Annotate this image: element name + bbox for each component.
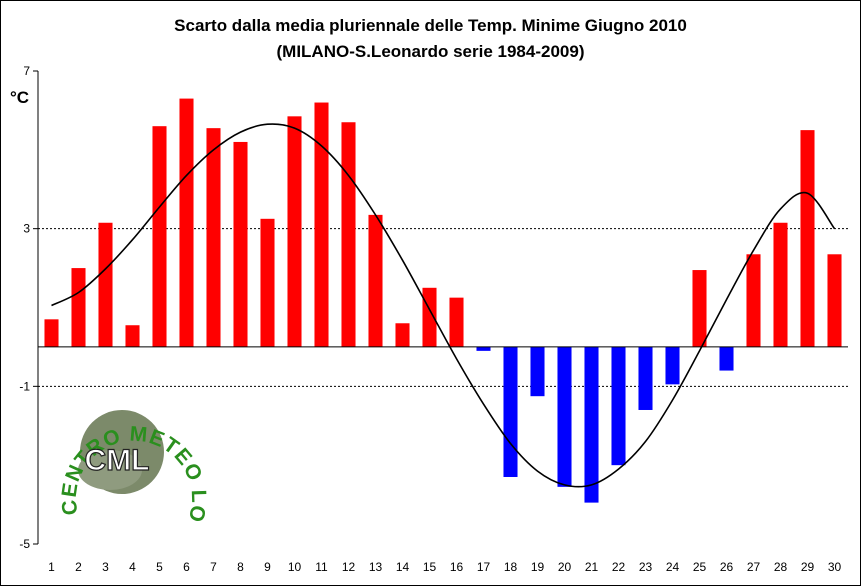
x-tick-label: 5 — [156, 560, 163, 574]
x-tick-label: 19 — [531, 560, 545, 574]
x-tick-label: 3 — [102, 560, 109, 574]
x-tick-label: 16 — [450, 560, 464, 574]
bar-day-29 — [800, 130, 815, 347]
x-tick-label: 11 — [315, 560, 328, 574]
x-tick-label: 24 — [666, 560, 680, 574]
gridlines — [38, 228, 848, 387]
bar-day-9 — [260, 218, 275, 347]
x-tick-label: 20 — [558, 560, 572, 574]
x-tick-label: 14 — [396, 560, 410, 574]
bar-day-13 — [368, 214, 383, 347]
bar-day-1 — [44, 319, 59, 347]
bar-day-6 — [179, 98, 194, 347]
bar-day-23 — [638, 346, 653, 410]
bar-day-3 — [98, 222, 113, 347]
logo-center-text: CML — [85, 444, 150, 477]
bar-day-10 — [287, 116, 302, 347]
bar-day-8 — [233, 141, 248, 347]
x-tick-label: 13 — [369, 560, 383, 574]
bar-day-5 — [152, 126, 167, 347]
x-tick-label: 18 — [504, 560, 518, 574]
bar-day-30 — [827, 254, 842, 347]
y-tick-label: -5 — [19, 537, 30, 551]
bar-day-7 — [206, 128, 221, 347]
x-tick-label: 12 — [342, 560, 356, 574]
bar-day-22 — [611, 346, 626, 466]
x-tick-label: 7 — [210, 560, 217, 574]
x-tick-label: 17 — [477, 560, 491, 574]
bar-day-12 — [341, 122, 356, 347]
bar-day-17 — [476, 346, 491, 351]
bars — [44, 98, 842, 503]
bar-day-24 — [665, 346, 680, 385]
bar-day-21 — [584, 346, 599, 503]
x-tick-label: 26 — [720, 560, 734, 574]
y-tick-label: 7 — [23, 64, 30, 78]
trend-line-group — [51, 123, 836, 488]
bar-day-27 — [746, 254, 761, 347]
bar-day-4 — [125, 325, 140, 347]
y-tick-label: 3 — [23, 222, 30, 236]
x-tick-label: 30 — [828, 560, 842, 574]
bar-day-18 — [503, 346, 518, 477]
x-tick-label: 15 — [423, 560, 437, 574]
logo-map-shape-lower — [78, 450, 142, 490]
x-tick-label: 27 — [747, 560, 761, 574]
bar-day-11 — [314, 102, 329, 347]
bar-day-16 — [449, 297, 464, 347]
bar-day-25 — [692, 270, 707, 347]
chart-title: Scarto dalla media pluriennale delle Tem… — [174, 16, 687, 35]
x-tick-label: 22 — [612, 560, 626, 574]
x-tick-label: 28 — [774, 560, 788, 574]
x-tick-label: 8 — [237, 560, 244, 574]
x-tick-label: 4 — [129, 560, 136, 574]
y-axis-unit: °C — [10, 88, 30, 107]
bar-day-26 — [719, 346, 734, 371]
y-tick-label: -1 — [19, 379, 30, 393]
trend-line — [51, 123, 836, 488]
x-tick-label: 10 — [288, 560, 302, 574]
bar-day-2 — [71, 268, 86, 347]
x-tick-label: 2 — [75, 560, 82, 574]
x-tick-label: 6 — [183, 560, 190, 574]
bar-day-20 — [557, 346, 572, 487]
x-tick-label: 29 — [801, 560, 815, 574]
x-tick-label: 23 — [639, 560, 653, 574]
x-tick-label: 9 — [264, 560, 271, 574]
x-tick-label: 1 — [48, 560, 55, 574]
x-tick-label: 25 — [693, 560, 707, 574]
chart-subtitle: (MILANO-S.Leonardo serie 1984-2009) — [276, 42, 585, 61]
x-tick-label: 21 — [585, 560, 599, 574]
axes — [33, 70, 848, 545]
bar-day-14 — [395, 323, 410, 347]
bar-day-19 — [530, 346, 545, 397]
bar-day-28 — [773, 222, 788, 347]
